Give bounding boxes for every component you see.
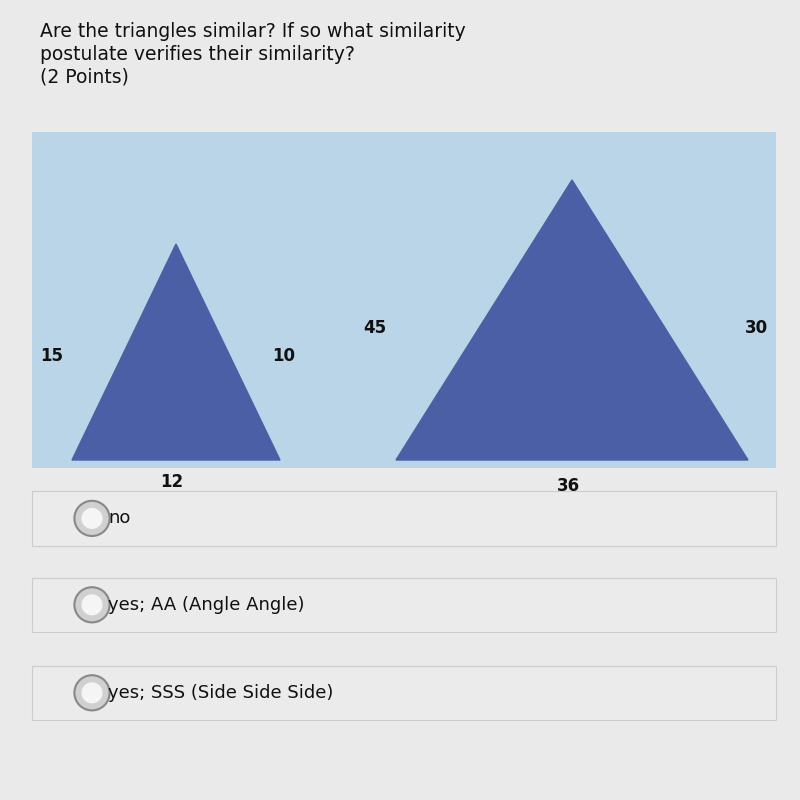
- Text: 45: 45: [363, 319, 386, 337]
- Text: yes; AA (Angle Angle): yes; AA (Angle Angle): [108, 596, 305, 614]
- Text: (2 Points): (2 Points): [40, 67, 129, 86]
- Circle shape: [74, 501, 110, 536]
- Bar: [32, 578, 776, 632]
- Bar: [32, 491, 776, 546]
- Bar: [32, 666, 776, 720]
- Text: 30: 30: [745, 319, 767, 337]
- Polygon shape: [396, 180, 748, 460]
- Bar: [32, 132, 776, 468]
- Circle shape: [82, 508, 102, 529]
- Text: postulate verifies their similarity?: postulate verifies their similarity?: [40, 45, 355, 64]
- Text: no: no: [108, 510, 130, 527]
- Text: yes; SSS (Side Side Side): yes; SSS (Side Side Side): [108, 684, 334, 702]
- Text: Are the triangles similar? If so what similarity: Are the triangles similar? If so what si…: [40, 22, 466, 42]
- Text: 10: 10: [273, 347, 295, 365]
- Circle shape: [82, 594, 102, 615]
- Text: 36: 36: [557, 477, 579, 494]
- Circle shape: [74, 675, 110, 710]
- Circle shape: [82, 682, 102, 703]
- Polygon shape: [72, 244, 280, 460]
- Circle shape: [74, 587, 110, 622]
- Text: 12: 12: [161, 473, 183, 490]
- Text: 15: 15: [41, 347, 63, 365]
